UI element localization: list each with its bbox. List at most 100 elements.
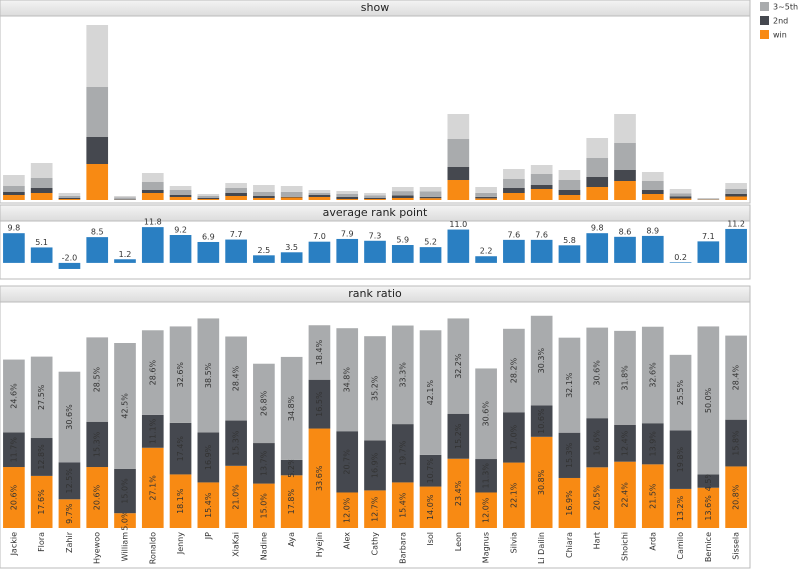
value-label: 9.7% — [65, 503, 74, 524]
value-label: 5.2 — [424, 238, 437, 247]
bar-segment — [559, 170, 581, 180]
value-label: 16.9% — [204, 444, 213, 470]
value-label: 13.7% — [259, 450, 268, 476]
x-tick-label: Alex — [343, 532, 352, 549]
bar-segment — [114, 198, 136, 200]
value-label: 9.8 — [591, 224, 604, 233]
value-label: 11.1% — [148, 418, 157, 444]
bar-segment — [503, 179, 525, 188]
value-label: 32.1% — [565, 372, 574, 398]
bar-segment — [198, 199, 220, 200]
bar-segment — [614, 143, 636, 170]
bar-segment — [170, 190, 192, 195]
bar-segment — [586, 177, 608, 187]
bar-segment — [31, 163, 53, 178]
value-label: 20.5% — [593, 485, 602, 511]
value-label: 19.7% — [398, 440, 407, 466]
value-label: 11.0 — [449, 220, 467, 229]
bar-segment — [725, 189, 747, 194]
value-label: 14.0% — [426, 494, 435, 520]
x-tick-label: Aya — [287, 532, 296, 547]
bar-segment — [3, 175, 25, 186]
value-label: 15.3% — [93, 431, 102, 457]
bar-segment — [586, 138, 608, 158]
value-label: 30.6% — [65, 404, 74, 430]
value-label: 35.2% — [371, 375, 380, 401]
bar-segment — [336, 199, 358, 200]
value-label: 27.5% — [37, 384, 46, 410]
bar-segment — [31, 188, 53, 193]
bar-segment — [142, 173, 164, 182]
bar-segment — [698, 198, 720, 199]
value-label: 23.4% — [454, 480, 463, 506]
bar-segment — [725, 197, 747, 201]
bar — [86, 237, 108, 263]
value-label: 10.6% — [537, 408, 546, 434]
bar-segment — [336, 194, 358, 197]
value-label: 20.8% — [732, 484, 741, 510]
bar-segment — [642, 172, 664, 181]
value-label: 18.1% — [176, 488, 185, 514]
bar-segment — [3, 192, 25, 195]
bar-segment — [59, 196, 81, 198]
bar — [475, 256, 497, 263]
bar — [586, 233, 608, 263]
bar-segment — [281, 197, 303, 198]
bar — [420, 247, 442, 263]
x-tick-label: Bernice — [704, 532, 713, 562]
value-label: 28.4% — [232, 365, 241, 391]
bar-segment — [670, 194, 692, 197]
bar-segment — [698, 199, 720, 200]
x-tick-label: Hyewoo — [93, 532, 102, 564]
x-tick-label: Jenny — [176, 532, 185, 555]
bar-segment — [503, 193, 525, 200]
panel-title: average rank point — [323, 206, 428, 219]
bar-segment — [642, 181, 664, 190]
bar-segment — [475, 197, 497, 199]
bar — [559, 245, 581, 263]
x-tick-label: Chiara — [565, 532, 574, 558]
value-label: 50.0% — [704, 387, 713, 413]
value-label: 32.6% — [648, 362, 657, 388]
bar-segment — [725, 183, 747, 189]
bar — [59, 263, 81, 269]
bar — [642, 236, 664, 263]
value-label: 28.6% — [148, 359, 157, 385]
value-label: 18.4% — [315, 339, 324, 365]
value-label: 2.5 — [258, 246, 271, 255]
value-label: 32.6% — [176, 362, 185, 388]
bar — [198, 242, 220, 263]
value-label: 8.5 — [91, 228, 104, 237]
value-label: 19.8% — [676, 447, 685, 473]
value-label: 34.8% — [343, 367, 352, 393]
x-tick-label: Zahir — [65, 531, 74, 553]
bar-segment — [670, 199, 692, 201]
bar-segment — [642, 190, 664, 194]
bar-segment — [642, 194, 664, 200]
value-label: 24.6% — [9, 383, 18, 409]
bar — [170, 235, 192, 263]
value-label: 15.2% — [454, 423, 463, 449]
panel — [0, 16, 750, 203]
value-label: 15.3% — [232, 430, 241, 456]
value-label: 16.9% — [565, 490, 574, 516]
bar-segment — [142, 182, 164, 190]
value-label: 22.4% — [621, 482, 630, 508]
bar-segment — [59, 193, 81, 196]
value-label: 15.4% — [204, 492, 213, 518]
value-label: 25.5% — [676, 379, 685, 405]
x-tick-label: Ronaldo — [148, 532, 157, 564]
bar-segment — [198, 196, 220, 198]
x-tick-label: Arda — [648, 532, 657, 551]
x-tick-label: Sissela — [732, 532, 741, 560]
value-label: 33.6% — [315, 465, 324, 491]
value-label: 5.8 — [563, 236, 576, 245]
value-label: 27.1% — [148, 475, 157, 501]
panel-title: rank ratio — [348, 287, 402, 300]
bar-segment — [475, 193, 497, 197]
bar-segment — [531, 165, 553, 174]
bar-segment — [364, 193, 386, 196]
value-label: 15.3% — [565, 442, 574, 468]
value-label: 17.4% — [176, 436, 185, 462]
